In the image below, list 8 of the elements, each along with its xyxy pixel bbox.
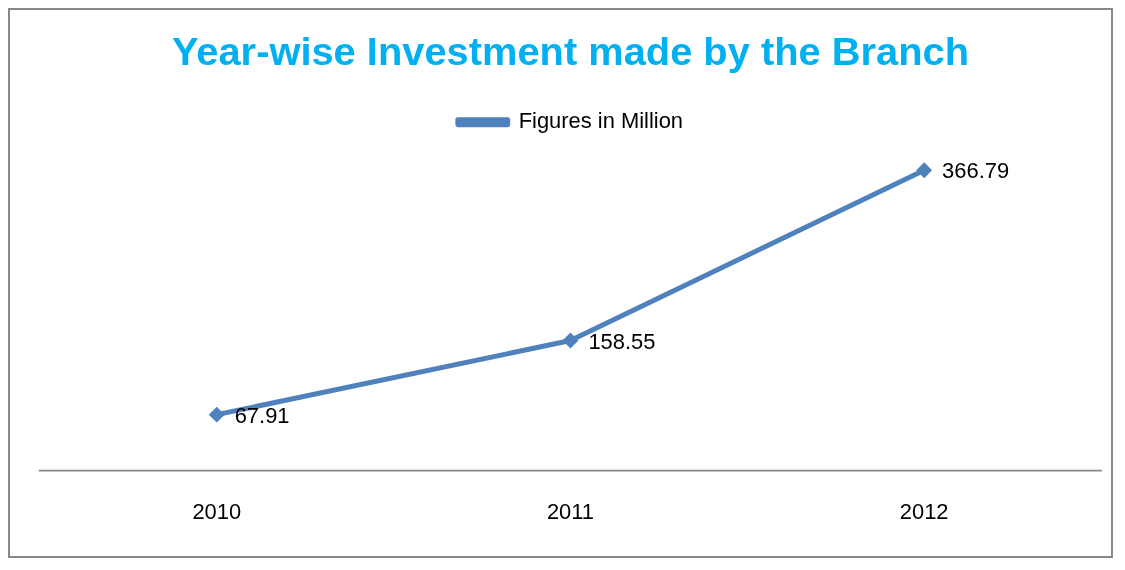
data-label: 158.55: [588, 328, 656, 354]
data-label: 67.91: [234, 402, 290, 428]
chart-title: Year-wise Investment made by the Branch: [171, 28, 969, 73]
data-label: 366.79: [942, 158, 1010, 184]
legend-label: Figures in Million: [518, 108, 684, 134]
x-tick-label: 2010: [192, 499, 242, 525]
x-tick-label: 2012: [899, 499, 949, 525]
x-tick-label: 2011: [546, 499, 595, 525]
